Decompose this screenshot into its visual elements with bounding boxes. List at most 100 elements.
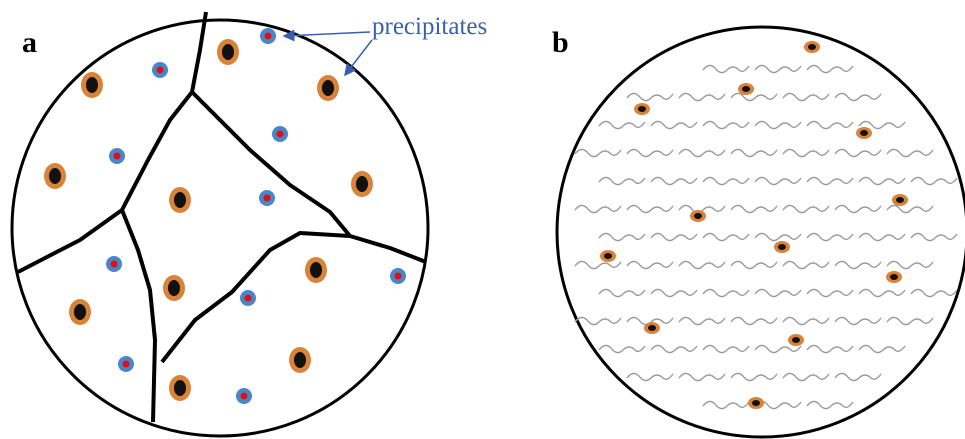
dislocation — [783, 205, 829, 212]
precipitate-core — [860, 130, 868, 136]
dislocation — [755, 177, 801, 184]
dislocation — [703, 289, 749, 296]
precipitate-core — [808, 44, 816, 50]
figure: a b precipitates — [0, 0, 965, 439]
dislocation — [651, 177, 697, 184]
precipitate-core — [742, 86, 750, 92]
panel-label: b — [552, 26, 569, 59]
precipitate-core — [694, 213, 702, 219]
dislocation — [887, 317, 933, 324]
dislocation — [731, 373, 777, 380]
dislocation — [807, 289, 853, 296]
grain-circle — [12, 20, 428, 436]
dislocation — [651, 289, 697, 296]
dislocation — [599, 289, 645, 296]
dislocation — [651, 233, 697, 240]
panel-label: a — [22, 26, 37, 59]
precipitate-core — [896, 197, 904, 203]
precipitate-core — [49, 168, 61, 184]
dislocation — [835, 93, 881, 100]
dislocation — [755, 121, 801, 128]
dislocation — [807, 233, 853, 240]
precipitate-core — [395, 273, 402, 280]
dislocation — [807, 121, 853, 128]
dislocation — [859, 345, 905, 352]
dislocation — [783, 317, 829, 324]
precipitate-core — [604, 253, 612, 259]
dislocation — [807, 177, 853, 184]
dislocation — [859, 177, 905, 184]
dislocation — [599, 177, 645, 184]
dislocations-b — [575, 41, 957, 409]
dislocation — [755, 345, 801, 352]
dislocation — [835, 317, 881, 324]
dislocation — [731, 93, 777, 100]
arrow — [345, 40, 372, 75]
dislocation — [599, 121, 645, 128]
dislocation — [783, 93, 829, 100]
precipitate-core — [890, 274, 898, 280]
dislocation — [859, 233, 905, 240]
dislocation — [755, 289, 801, 296]
precipitate-core — [648, 325, 656, 331]
precipitate-core — [265, 33, 272, 40]
dislocation — [651, 121, 697, 128]
dislocation — [575, 317, 621, 324]
dislocation — [731, 317, 777, 324]
dislocation — [703, 401, 749, 408]
precipitates-a — [44, 28, 406, 404]
dislocation — [627, 205, 673, 212]
dislocation — [703, 345, 749, 352]
precipitate-core — [174, 380, 186, 396]
dislocation — [807, 345, 853, 352]
dislocation — [835, 261, 881, 268]
dislocation — [835, 149, 881, 156]
dislocation — [679, 317, 725, 324]
dislocation — [731, 149, 777, 156]
dislocation — [887, 261, 933, 268]
dislocation — [859, 289, 905, 296]
dislocation — [575, 261, 621, 268]
precipitate-core — [245, 295, 252, 302]
precipitate-core — [222, 44, 234, 60]
dislocation — [627, 261, 673, 268]
precipitate-core — [778, 244, 786, 250]
dislocation — [783, 149, 829, 156]
dislocation — [679, 373, 725, 380]
dislocation — [887, 149, 933, 156]
precipitate-core — [174, 192, 186, 208]
dislocation — [575, 149, 621, 156]
dislocation — [911, 289, 957, 296]
dislocation — [887, 205, 933, 212]
dislocation — [731, 205, 777, 212]
dislocation — [911, 233, 957, 240]
precipitate-core — [638, 106, 646, 112]
precipitate-core — [264, 195, 271, 202]
dislocation — [731, 261, 777, 268]
dislocation — [599, 233, 645, 240]
dislocation — [783, 373, 829, 380]
dislocation — [835, 373, 881, 380]
precipitate-core — [123, 361, 130, 368]
dislocation — [783, 261, 829, 268]
annotation: precipitates — [372, 13, 487, 40]
precipitate-core — [294, 352, 306, 368]
precipitate-core — [168, 280, 180, 296]
precipitate-core — [792, 337, 800, 343]
precipitate-core — [752, 400, 760, 406]
precipitate-core — [241, 393, 248, 400]
precipitate-core — [114, 153, 121, 160]
precipitate-core — [111, 261, 118, 268]
dislocation — [679, 149, 725, 156]
dislocation — [651, 345, 697, 352]
dislocation — [679, 93, 725, 100]
precipitate-core — [356, 176, 368, 192]
dislocation — [703, 121, 749, 128]
dislocation — [703, 233, 749, 240]
precipitate-core — [86, 77, 98, 93]
dislocation — [911, 177, 957, 184]
precipitate-core — [277, 131, 284, 138]
dislocation — [755, 65, 801, 72]
dislocation — [575, 205, 621, 212]
dislocation — [703, 177, 749, 184]
